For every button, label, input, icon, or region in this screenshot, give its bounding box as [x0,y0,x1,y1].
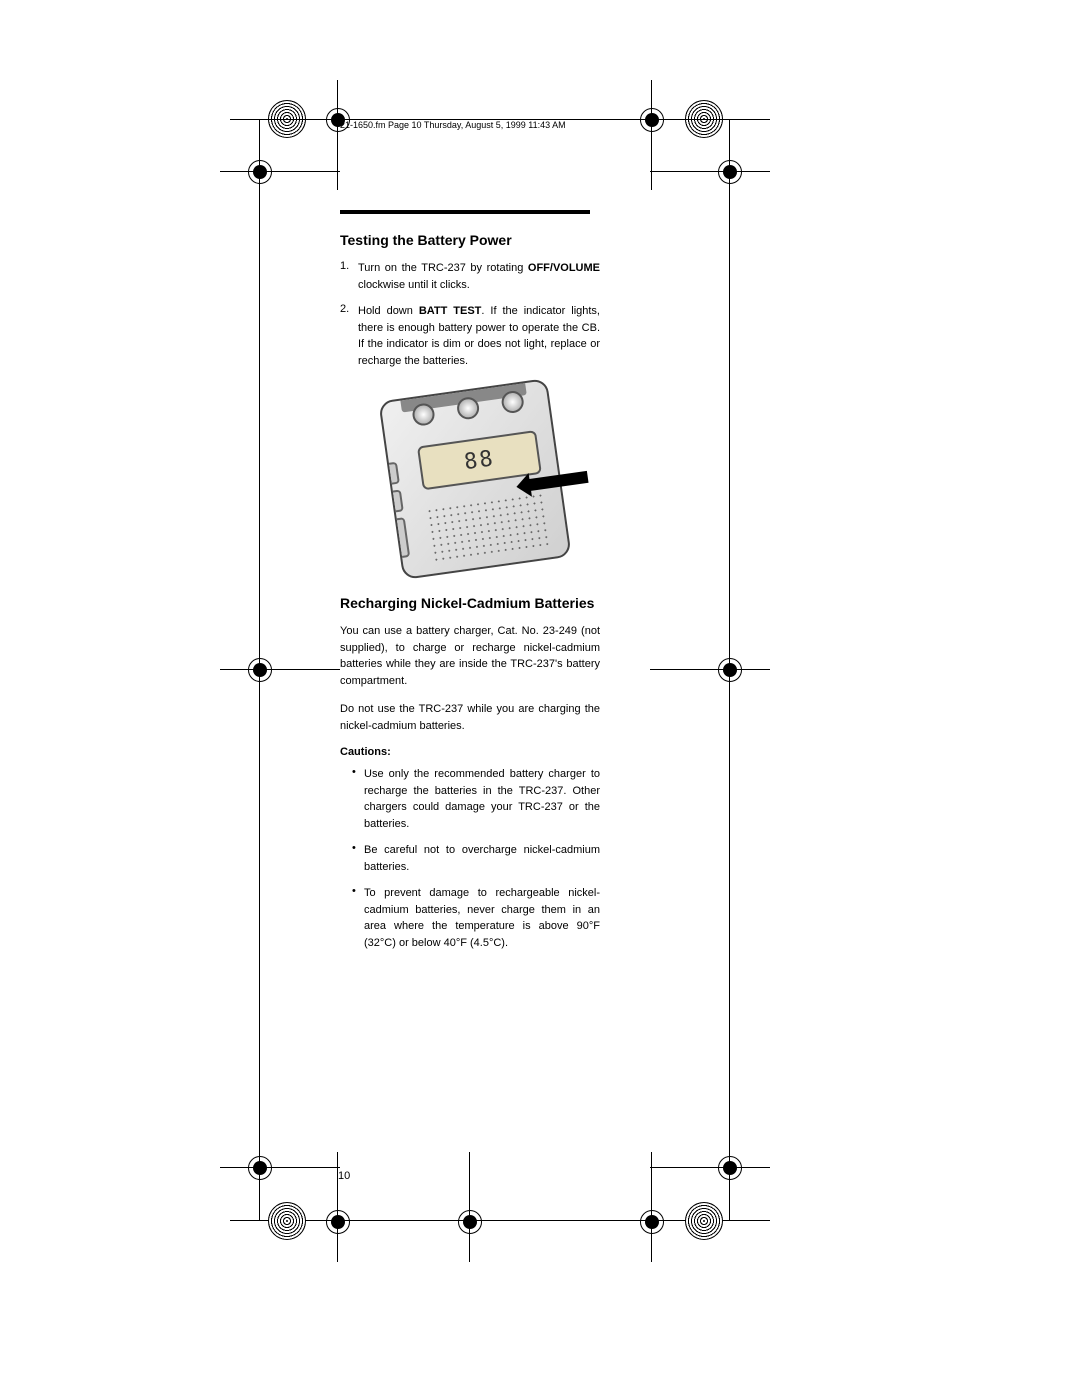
registration-mark [690,630,770,710]
caution-text: Be careful not to overcharge nickel-cadm… [364,842,600,875]
caution-item: • Use only the recommended battery charg… [340,766,600,832]
cautions-label: Cautions: [340,746,600,758]
lcd-display: 88 [463,446,497,475]
step-body: Hold down BATT TEST. If the indicator li… [358,303,600,369]
bullet-icon: • [352,885,364,951]
running-header: 21-1650.fm Page 10 Thursday, August 5, 1… [340,120,600,130]
registration-mark [612,1182,692,1262]
registration-mark [220,1128,300,1208]
step-2: 2. Hold down BATT TEST. If the indicator… [340,303,600,369]
device-illustration: 88 [360,379,580,579]
step-number: 1. [340,260,358,293]
caution-text: Use only the recommended battery charger… [364,766,600,832]
registration-mark [298,1182,378,1262]
crop-line [259,120,260,1220]
bullet-icon: • [352,842,364,875]
caution-item: • To prevent damage to rechargeable nick… [340,885,600,951]
step-text-bold: OFF/VOLUME [528,262,600,274]
section-title-testing: Testing the Battery Power [340,232,600,248]
registration-mark [220,132,300,212]
registration-mark [690,132,770,212]
step-1: 1. Turn on the TRC-237 by rotating OFF/V… [340,260,600,293]
step-text-bold: BATT TEST [419,305,482,317]
caution-item: • Be careful not to overcharge nickel-ca… [340,842,600,875]
step-text-pre: Hold down [358,305,419,317]
registration-mark [612,80,692,160]
device-side-button [383,489,404,513]
step-number: 2. [340,303,358,369]
page-content: 21-1650.fm Page 10 Thursday, August 5, 1… [340,120,600,961]
step-text-pre: Turn on the TRC-237 by rotating [358,262,528,274]
step-body: Turn on the TRC-237 by rotating OFF/VOLU… [358,260,600,293]
caution-text: To prevent damage to rechargeable nickel… [364,885,600,951]
section-title-recharging: Recharging Nickel-Cadmium Batteries [340,595,600,611]
device-side-button [379,462,400,486]
paragraph: You can use a battery charger, Cat. No. … [340,623,600,689]
step-text-post: clockwise until it clicks. [358,279,470,291]
paragraph: Do not use the TRC-237 while you are cha… [340,701,600,734]
registration-mark [690,1128,770,1208]
crop-line [729,120,730,1220]
section-rule [340,210,590,214]
bullet-icon: • [352,766,364,832]
device-ptt-button [387,517,410,559]
page-number: 10 [338,1170,350,1182]
registration-mark [220,630,300,710]
registration-mark [430,1182,510,1262]
